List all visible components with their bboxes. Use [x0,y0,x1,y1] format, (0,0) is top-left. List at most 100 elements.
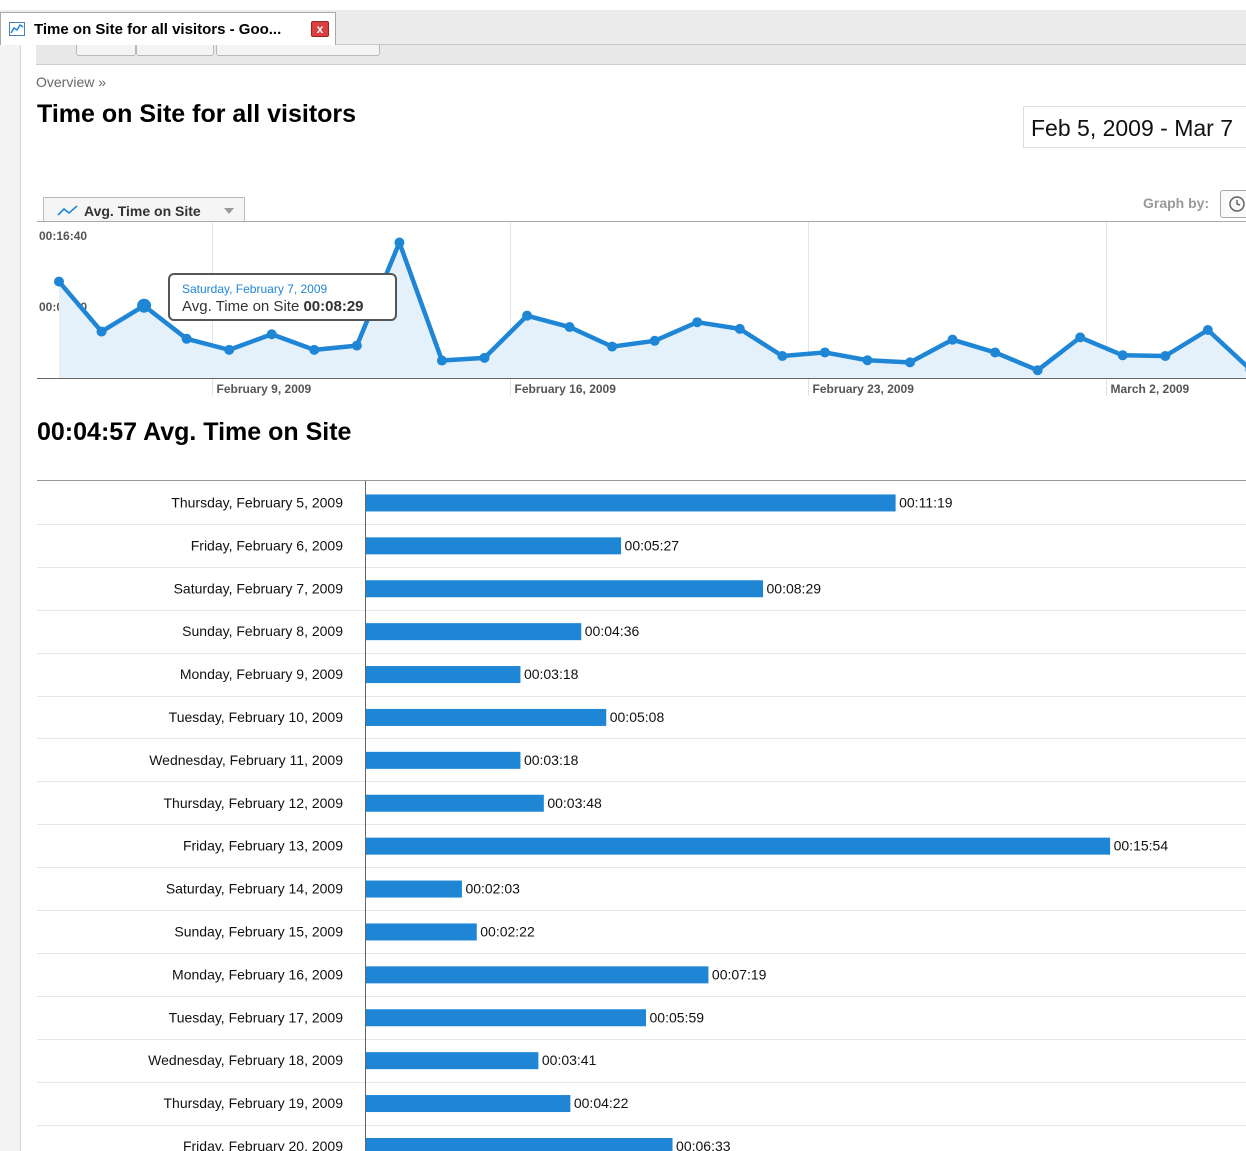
data-point[interactable] [181,333,192,344]
toolbar-button-email[interactable] [136,45,214,56]
table-row[interactable]: Thursday, February 19, 2009 00:04:22 [37,1095,1246,1126]
bar [366,751,521,769]
close-tab-icon[interactable]: x [311,21,329,37]
row-date-label: Sunday, February 15, 2009 [174,923,343,939]
bar-value-label: 00:03:41 [542,1052,597,1068]
data-point[interactable] [649,335,660,346]
data-point[interactable] [436,355,447,366]
row-date-label: Monday, February 16, 2009 [172,966,343,982]
data-point[interactable] [394,237,405,248]
table-row[interactable]: Wednesday, February 11, 2009 00:03:18 [37,751,1246,782]
row-date-label: Friday, February 20, 2009 [183,1138,343,1151]
x-tick-label: March 2, 2009 [1111,382,1190,396]
table-row[interactable]: Friday, February 20, 2009 00:06:33 [183,1137,731,1151]
row-date-label: Friday, February 13, 2009 [183,838,343,854]
table-row[interactable]: Monday, February 16, 2009 00:07:19 [37,966,1246,997]
data-point[interactable] [1075,332,1086,343]
table-row[interactable]: Sunday, February 15, 2009 00:02:22 [37,923,1246,954]
data-point[interactable] [1160,350,1171,361]
data-point[interactable] [862,355,873,366]
data-point[interactable] [54,276,64,287]
data-point[interactable] [96,326,107,337]
time-on-site-line-chart: February 9, 2009 February 16, 2009 Februar… [37,221,1246,396]
data-point[interactable] [905,357,915,368]
data-point[interactable] [777,350,788,361]
graph-by-label: Graph by: [1143,195,1210,211]
area-fill [59,242,1246,378]
table-row[interactable]: Monday, February 9, 2009 00:03:18 [37,666,1246,697]
toolbar-button-add-to-dashboard[interactable] [216,45,380,56]
row-date-label: Thursday, February 12, 2009 [163,795,343,811]
x-tick-label: February 23, 2009 [813,382,915,396]
data-point[interactable] [564,322,575,333]
data-point[interactable] [1117,350,1128,361]
chevron-down-icon [224,208,234,214]
row-date-label: Monday, February 9, 2009 [180,666,343,682]
bar-value-label: 00:11:19 [899,494,953,510]
line-graph-icon [57,205,78,216]
data-point[interactable] [692,317,703,328]
data-point[interactable] [522,310,533,321]
bar-value-label: 00:04:22 [574,1095,629,1111]
bar-value-label: 00:05:08 [610,709,665,725]
table-row[interactable]: Sunday, February 8, 2009 00:04:36 [37,623,1246,654]
data-point[interactable] [1202,325,1213,336]
table-row[interactable]: Wednesday, February 18, 2009 00:03:41 [37,1052,1246,1083]
row-date-label: Saturday, February 14, 2009 [166,881,343,897]
table-row[interactable]: Tuesday, February 10, 2009 00:05:08 [37,708,1246,739]
table-row[interactable]: Friday, February 13, 2009 00:15:54 [37,837,1246,868]
data-point[interactable] [990,347,1001,358]
date-range-picker[interactable]: Feb 5, 2009 - Mar 7 [1023,106,1246,148]
table-row[interactable]: Thursday, February 12, 2009 00:03:48 [37,794,1246,825]
bar-value-label: 00:03:18 [524,752,579,768]
data-point[interactable] [266,329,277,340]
toolbar-button-export[interactable] [76,45,136,56]
browser-tab[interactable]: Time on Site for all visitors - Goo... x [0,12,336,45]
data-point[interactable] [224,344,235,355]
table-row[interactable]: Thursday, February 5, 2009 00:11:19 [37,494,1246,525]
page-title: Time on Site for all visitors [37,100,357,128]
row-date-label: Thursday, February 19, 2009 [163,1095,343,1111]
bar [366,708,607,726]
data-point[interactable] [819,347,830,358]
top-strip [0,0,1246,10]
metric-selector-label: Avg. Time on Site [84,203,201,219]
bar [366,1052,539,1070]
bar-value-label: 00:08:29 [767,580,822,596]
bar [366,1137,673,1151]
table-row[interactable]: Saturday, February 14, 2009 00:02:03 [37,880,1246,911]
graph-by-day-button[interactable] [1220,190,1246,218]
window-left-border [0,0,21,1151]
bar [366,666,521,684]
x-tick-label: February 9, 2009 [217,382,312,396]
bar [366,966,709,984]
bar [366,837,1111,855]
data-point[interactable] [947,334,958,345]
breadcrumb[interactable]: Overview » [36,74,107,90]
data-point[interactable] [1032,365,1043,376]
table-row[interactable]: Saturday, February 7, 2009 00:08:29 [37,580,1246,611]
bar-value-label: 00:02:22 [480,923,535,939]
table-row[interactable]: Tuesday, February 17, 2009 00:05:59 [37,1009,1246,1040]
tooltip-value: 00:08:29 [303,298,363,315]
metric-selector[interactable]: Avg. Time on Site [43,197,245,222]
row-date-label: Wednesday, February 11, 2009 [149,752,343,768]
data-point[interactable] [734,323,745,334]
bar-value-label: 00:02:03 [465,881,520,897]
bar-value-label: 00:04:36 [585,623,640,639]
data-point[interactable] [479,352,490,363]
data-point[interactable] [351,340,362,351]
data-point[interactable] [137,298,152,313]
bar-value-label: 00:05:59 [650,1009,705,1025]
data-point[interactable] [607,341,618,352]
data-point[interactable] [309,344,320,355]
bar-value-label: 00:07:19 [712,966,767,982]
row-date-label: Friday, February 6, 2009 [191,537,343,553]
table-row[interactable]: Friday, February 6, 2009 00:05:27 [37,537,1246,568]
x-tick-label: February 16, 2009 [515,382,617,396]
report-toolbar [36,45,1246,65]
bar [366,1009,647,1027]
bar-value-label: 00:05:27 [625,537,680,553]
bar [366,623,582,641]
bar [366,880,462,898]
